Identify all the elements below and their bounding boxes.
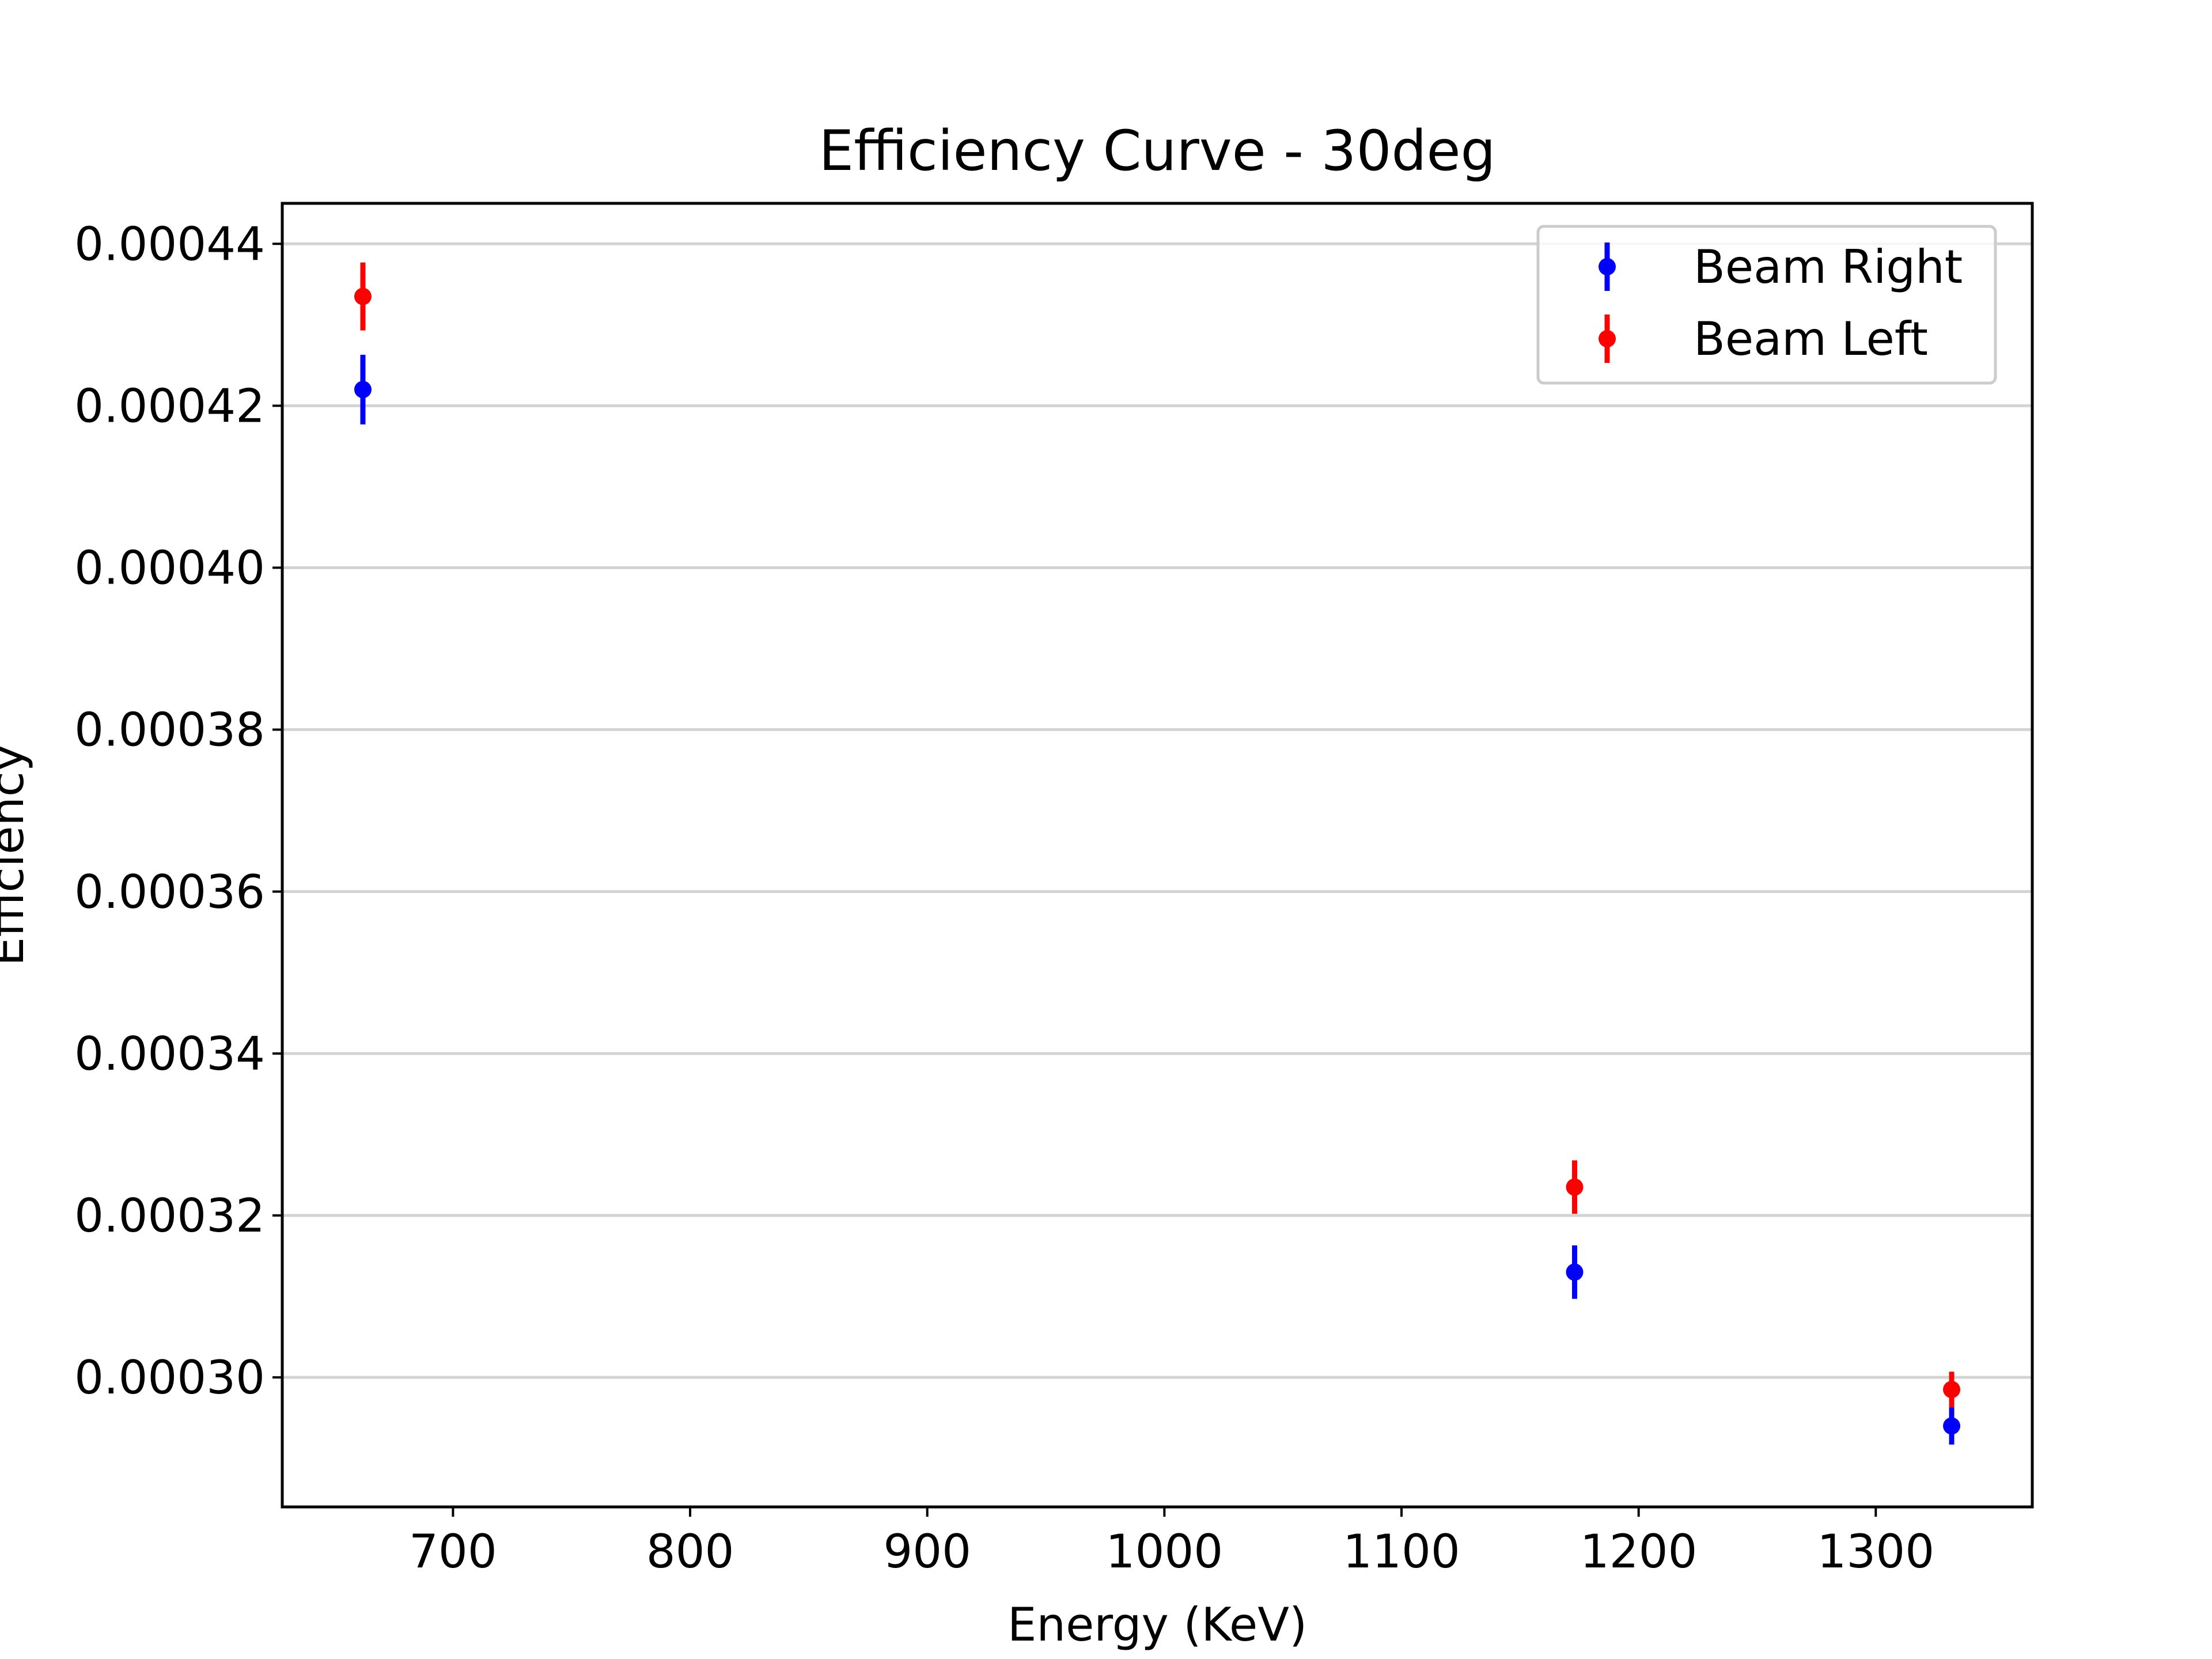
x-tick-label-3: 1000: [1106, 1525, 1224, 1578]
x-axis: 700 800 900 1000 1100 1200 1300: [409, 1507, 1934, 1578]
legend-marker-0: [1599, 258, 1616, 275]
y-axis-label: Efficiency: [0, 744, 34, 966]
x-tick-label-6: 1300: [1817, 1525, 1935, 1578]
x-tick-label-2: 900: [883, 1525, 971, 1578]
y-tick-label-6: 0.00042: [74, 379, 265, 433]
plot-frame: [281, 202, 2034, 1509]
data-point-0-1: [1566, 1263, 1584, 1281]
series-0: [354, 354, 1961, 1445]
data-point-0-2: [1943, 1417, 1961, 1435]
y-tick-label-1: 0.00032: [74, 1189, 265, 1243]
y-tick-label-2: 0.00034: [74, 1027, 265, 1081]
series-layer: [354, 262, 1961, 1445]
legend-marker-1: [1599, 330, 1616, 347]
series-1: [354, 262, 1961, 1408]
chart-title: Efficiency Curve - 30deg: [819, 119, 1496, 183]
x-tick-label-1: 800: [646, 1525, 734, 1578]
y-tick-label-0: 0.00030: [74, 1351, 265, 1404]
data-point-1-2: [1943, 1381, 1961, 1399]
y-tick-label-5: 0.00040: [74, 541, 265, 595]
x-axis-label: Energy (KeV): [1007, 1598, 1307, 1652]
y-tick-label-3: 0.00036: [74, 865, 265, 919]
legend-box: [1536, 225, 1997, 385]
y-axis: 0.00030 0.00032 0.00034 0.00036 0.00038 0.000…: [74, 217, 282, 1404]
grid-lines: [282, 242, 2032, 1379]
y-tick-label-4: 0.00038: [74, 703, 265, 757]
legend: Beam Right Beam Left: [1536, 225, 1997, 385]
legend-label-1: Beam Left: [1694, 312, 1928, 366]
x-tick-label-5: 1200: [1580, 1525, 1698, 1578]
x-tick-label-4: 1100: [1343, 1525, 1460, 1578]
legend-label-0: Beam Right: [1694, 240, 1963, 294]
x-tick-label-0: 700: [409, 1525, 497, 1578]
y-tick-label-7: 0.00044: [74, 217, 265, 271]
data-point-1-0: [354, 287, 372, 305]
data-point-0-0: [354, 381, 372, 399]
data-point-1-1: [1566, 1178, 1584, 1196]
